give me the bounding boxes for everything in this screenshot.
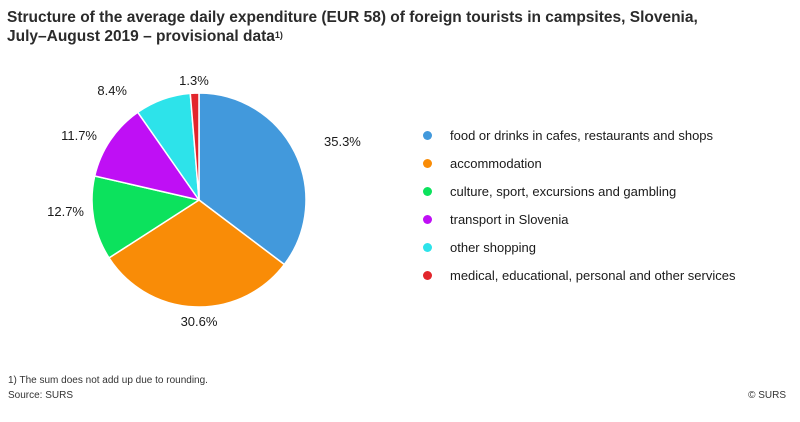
pie-slice — [108, 199, 286, 308]
legend-item: accommodation — [419, 149, 735, 177]
legend: food or drinks in cafes, restaurants and… — [419, 121, 735, 289]
slice-value-label: 12.7% — [47, 204, 84, 219]
chart-title-line2-text: July–August 2019 – provisional data — [7, 28, 275, 45]
legend-item: medical, educational, personal and other… — [419, 261, 735, 289]
legend-label: other shopping — [450, 239, 537, 255]
pie-slices — [91, 92, 307, 308]
pie-slice — [198, 92, 307, 266]
legend-label: medical, educational, personal and other… — [450, 267, 736, 283]
chart-title-line1: Structure of the average daily expenditu… — [7, 9, 698, 26]
legend-label: accommodation — [450, 155, 542, 171]
slice-value-label: 11.7% — [61, 128, 97, 143]
legend-item: transport in Slovenia — [419, 205, 735, 233]
chart-title-line2: July–August 2019 – provisional data1) — [7, 27, 767, 46]
footnote-marker: 1) — [274, 30, 283, 40]
pie-value-labels: 35.3% 30.6% 12.7% 11.7% 8.4% 1.3% — [47, 73, 361, 329]
source-note: Source: SURS — [8, 390, 74, 401]
pie-slice — [93, 111, 200, 201]
slice-value-label: 35.3% — [324, 134, 361, 149]
slice-value-label: 1.3% — [179, 73, 209, 88]
legend-marker — [423, 270, 432, 280]
legend-label: transport in Slovenia — [450, 211, 569, 227]
copyright: © SURS — [748, 390, 786, 401]
legend-marker — [423, 130, 432, 140]
chart-title: Structure of the average daily expenditu… — [7, 8, 767, 46]
legend-marker — [423, 242, 432, 252]
pie-slice — [189, 92, 200, 201]
legend-label: food or drinks in cafes, restaurants and… — [450, 127, 714, 143]
legend-label: culture, sport, excursions and gambling — [450, 183, 677, 199]
legend-marker — [423, 186, 432, 196]
legend-marker — [423, 214, 432, 224]
slice-value-label: 30.6% — [181, 314, 218, 329]
legend-marker — [423, 158, 432, 168]
slice-value-label: 8.4% — [97, 83, 127, 98]
legend-item: culture, sport, excursions and gambling — [419, 177, 735, 205]
legend-item: food or drinks in cafes, restaurants and… — [419, 121, 735, 149]
footnote: 1) The sum does not add up due to roundi… — [8, 375, 208, 386]
pie-slice — [91, 175, 200, 259]
legend-item: other shopping — [419, 233, 735, 261]
